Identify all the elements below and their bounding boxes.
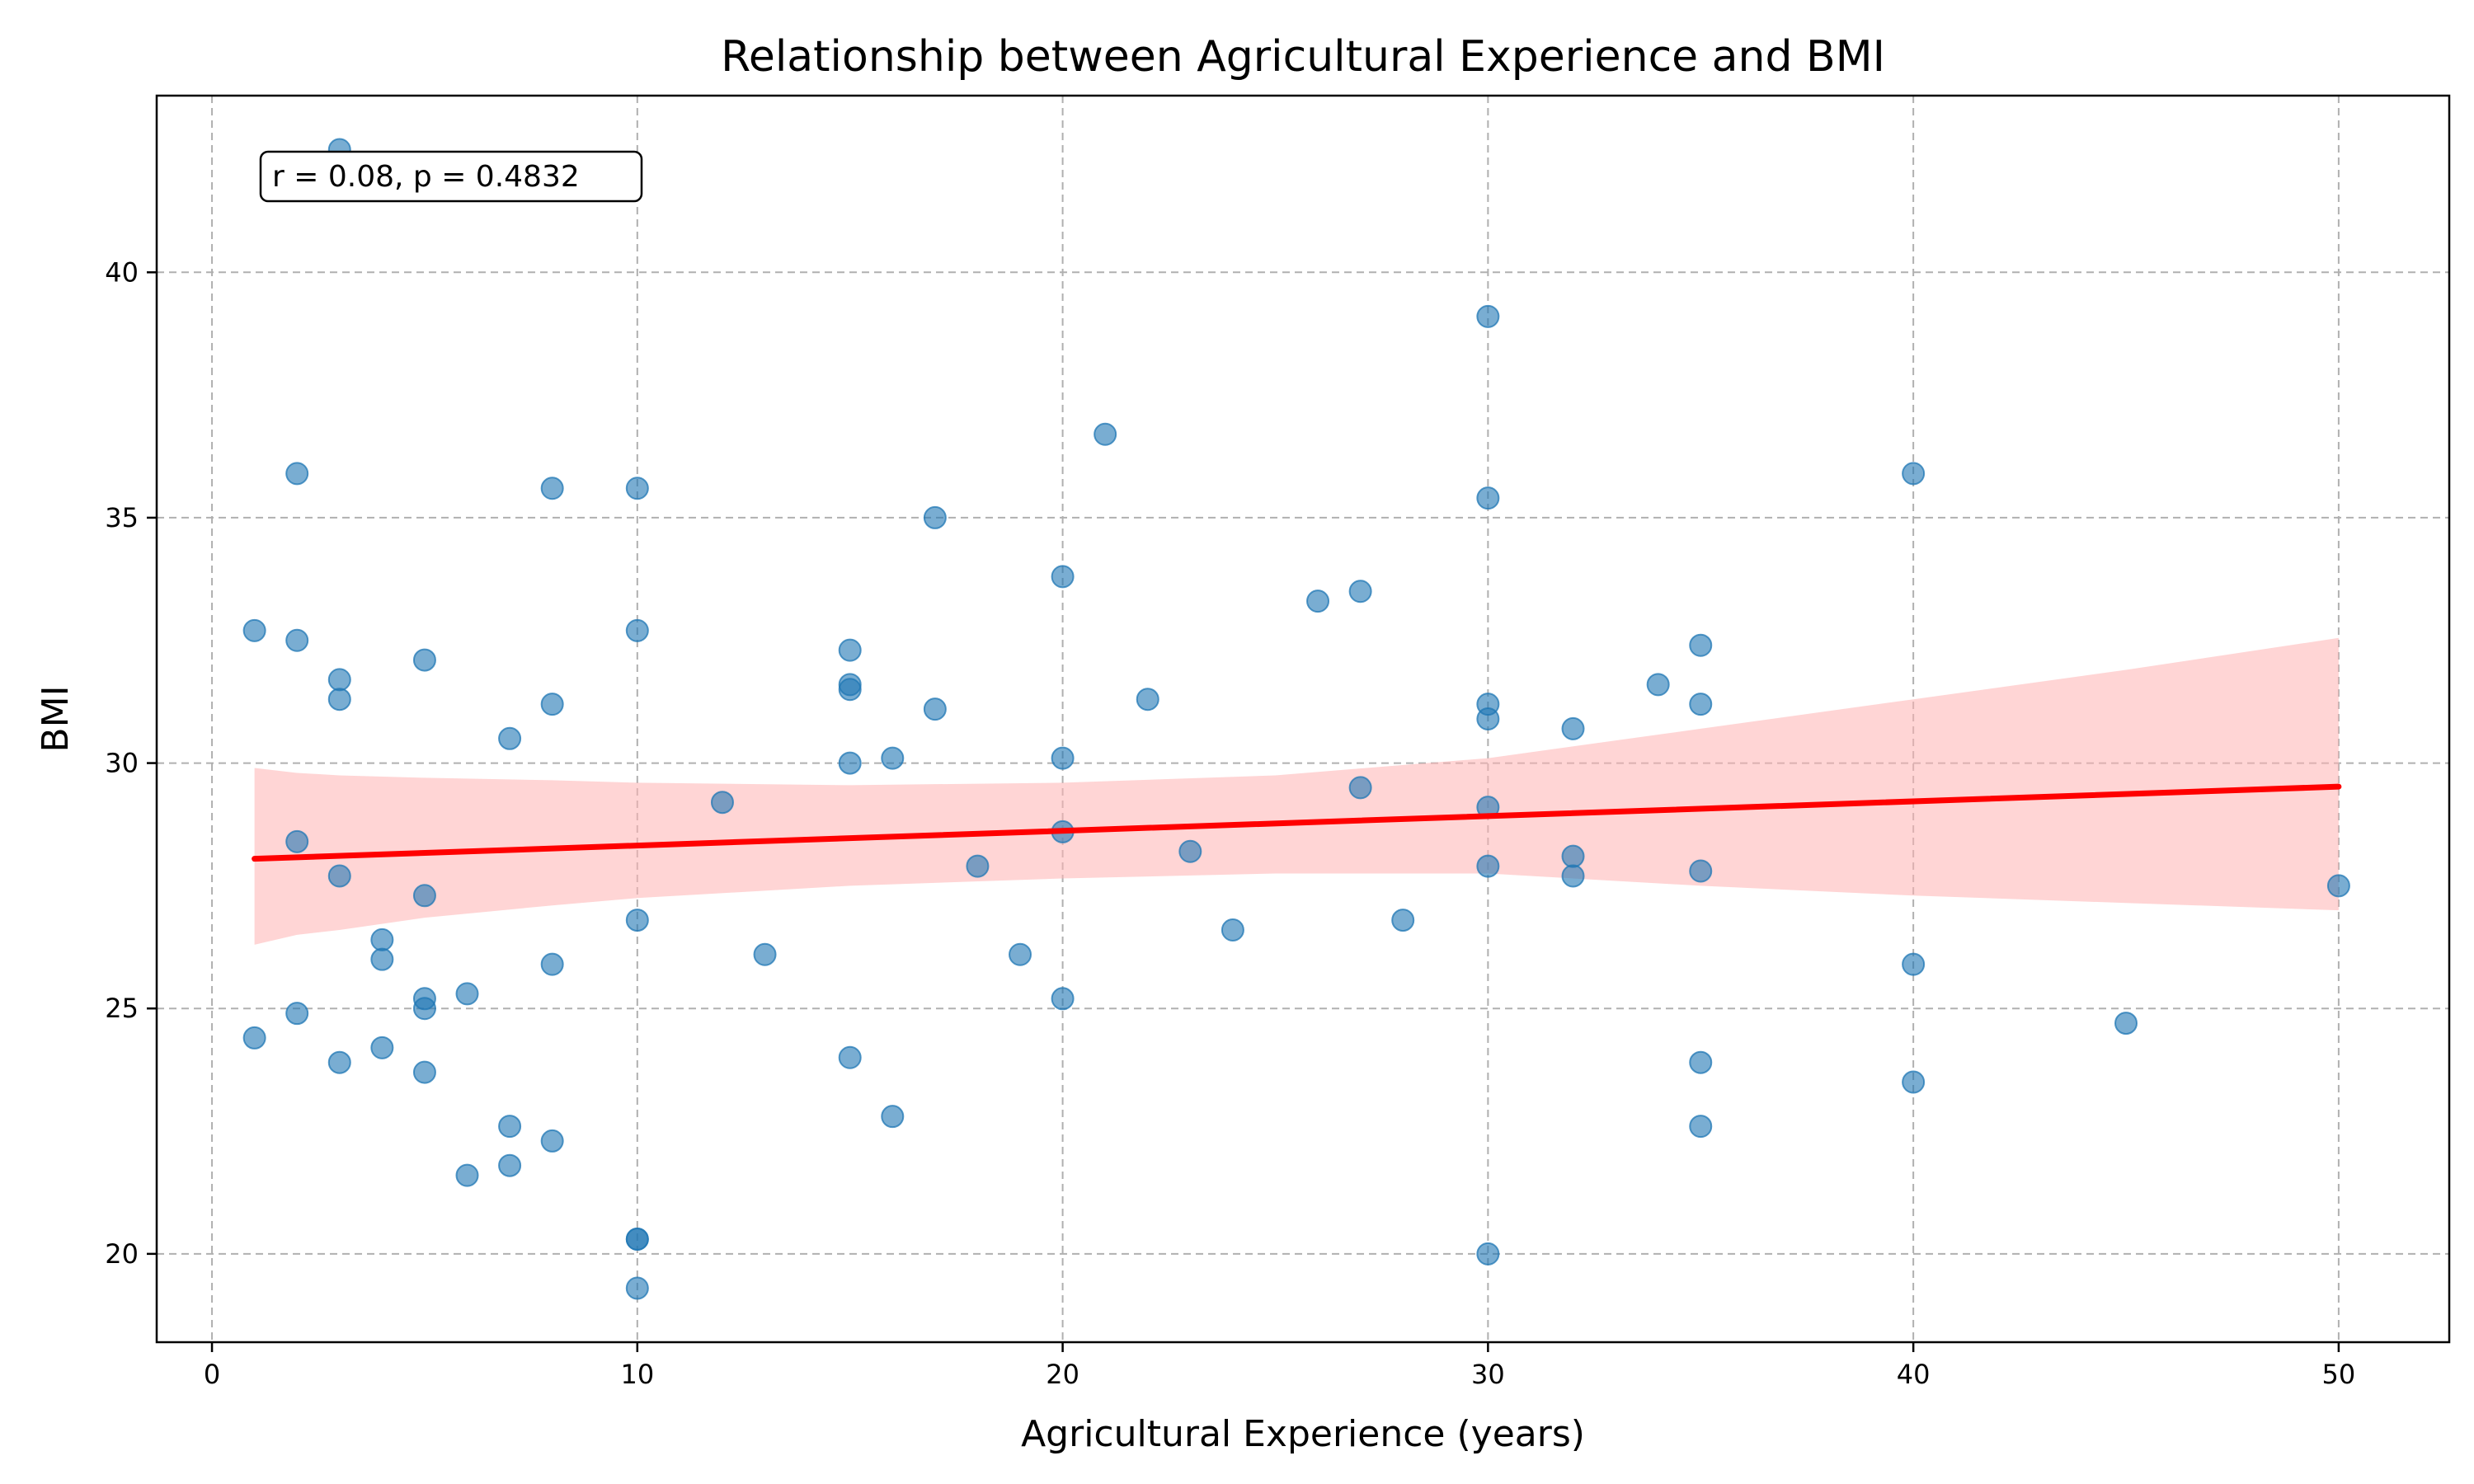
scatter-point <box>923 505 947 529</box>
scatter-point <box>625 1276 649 1300</box>
scatter-point <box>285 1002 309 1026</box>
y-tick-label: 25 <box>105 993 139 1024</box>
scatter-point <box>412 997 436 1021</box>
scatter-point <box>242 618 266 642</box>
scatter-point <box>1476 486 1500 510</box>
stats-annotation-text: r = 0.08, p = 0.4832 <box>272 160 580 194</box>
scatter-point <box>455 982 479 1006</box>
scatter-point <box>1689 1050 1713 1074</box>
scatter-point <box>923 697 947 721</box>
scatter-point <box>2326 874 2350 898</box>
x-tick-label: 10 <box>620 1359 654 1390</box>
x-axis-label: Agricultural Experience (years) <box>1021 1413 1585 1455</box>
scatter-point <box>1561 844 1585 868</box>
scatter-point <box>838 1045 862 1069</box>
scatter-point <box>540 477 564 500</box>
scatter-point <box>1689 859 1713 883</box>
scatter-point <box>881 746 905 770</box>
scatter-point <box>498 726 522 750</box>
scatter-point <box>1561 716 1585 740</box>
scatter-point <box>370 928 394 951</box>
regression-line-layer <box>252 783 2342 862</box>
y-tick-label: 40 <box>105 256 139 288</box>
x-axis-ticks: 0 10 20 30 40 50 <box>204 1342 2355 1390</box>
scatter-point <box>370 1036 394 1059</box>
scatter-point <box>1902 952 1926 976</box>
scatter-point <box>1348 776 1372 800</box>
scatter-point <box>1689 693 1713 716</box>
x-tick-label: 50 <box>2322 1359 2356 1390</box>
scatter-point <box>1476 1242 1500 1266</box>
scatter-point <box>540 693 564 716</box>
scatter-point <box>881 1105 905 1129</box>
scatter-point <box>1902 1070 1926 1094</box>
confidence-band <box>254 637 2339 945</box>
y-tick-label: 35 <box>105 502 139 533</box>
y-tick-label: 30 <box>105 748 139 779</box>
y-axis-ticks: 20 25 30 35 40 <box>105 256 157 1270</box>
scatter-point <box>625 477 649 500</box>
scatter-point <box>838 678 862 702</box>
scatter-point <box>327 688 351 711</box>
y-axis-label: BMI <box>35 685 77 752</box>
x-tick-label: 40 <box>1897 1359 1931 1390</box>
scatter-point <box>285 829 309 853</box>
scatter-point <box>1689 633 1713 657</box>
scatter-point <box>838 638 862 662</box>
scatter-point <box>625 1227 649 1251</box>
scatter-point <box>1391 909 1415 932</box>
scatter-point <box>710 791 734 815</box>
regression-line <box>252 783 2342 862</box>
scatter-point <box>1646 673 1670 697</box>
scatter-point <box>1051 987 1075 1011</box>
scatter-point <box>753 942 777 966</box>
x-tick-label: 20 <box>1046 1359 1079 1390</box>
scatter-point <box>1476 304 1500 328</box>
scatter-point <box>327 1050 351 1074</box>
y-tick-label: 20 <box>105 1238 139 1270</box>
scatter-point <box>1689 1115 1713 1139</box>
scatter-point <box>498 1115 522 1139</box>
stats-annotation: r = 0.08, p = 0.4832 <box>259 150 643 203</box>
scatter-point <box>838 751 862 775</box>
scatter-point <box>327 668 351 692</box>
scatter-point <box>1306 589 1330 613</box>
scatter-point <box>1902 462 1926 486</box>
scatter-point <box>540 952 564 976</box>
scatter-point <box>285 462 309 486</box>
scatter-point <box>1476 854 1500 878</box>
scatter-point <box>1221 918 1244 942</box>
scatter-point <box>966 854 990 878</box>
scatter-point <box>625 909 649 932</box>
scatter-point <box>1476 707 1500 730</box>
x-tick-label: 30 <box>1471 1359 1505 1390</box>
scatter-point <box>498 1153 522 1177</box>
scatter-point <box>1051 565 1075 589</box>
x-tick-label: 0 <box>204 1359 220 1390</box>
scatter-point <box>1051 746 1075 770</box>
scatter-point <box>1348 580 1372 603</box>
scatter-point <box>242 1026 266 1050</box>
scatter-point <box>327 864 351 888</box>
scatter-points <box>242 138 2350 1300</box>
scatter-point <box>540 1129 564 1153</box>
confidence-band-layer <box>254 637 2339 945</box>
chart-title: Relationship between Agricultural Experi… <box>721 32 1885 82</box>
scatter-point <box>1561 864 1585 888</box>
scatter-point <box>412 1060 436 1084</box>
scatter-point <box>455 1163 479 1187</box>
scatter-point <box>412 648 436 672</box>
stats-annotation-box <box>259 150 643 203</box>
scatter-point <box>370 947 394 971</box>
scatter-point <box>285 628 309 652</box>
plot-frame <box>155 94 2451 1344</box>
scatter-point <box>412 884 436 908</box>
scatter-point <box>625 618 649 642</box>
scatter-point <box>1009 942 1032 966</box>
scatter-point <box>1136 688 1159 711</box>
scatter-point <box>2114 1012 2138 1036</box>
scatter-point <box>1094 422 1117 446</box>
scatter-point <box>1178 839 1202 863</box>
